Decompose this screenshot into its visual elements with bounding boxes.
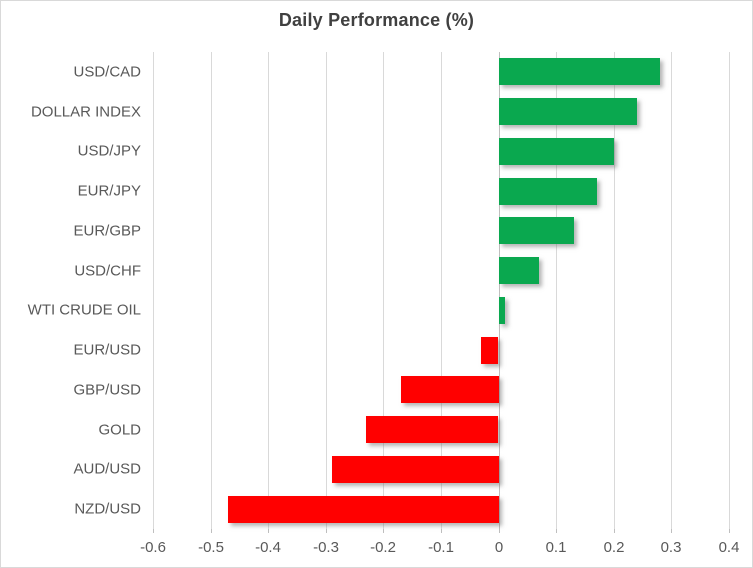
x-tick-label: 0.2	[603, 539, 625, 556]
x-tick-label: -0.5	[198, 539, 224, 556]
x-tick-label: -0.4	[255, 539, 281, 556]
bar-gold	[366, 416, 498, 443]
bar-eur-usd	[481, 337, 498, 364]
category-label: EUR/USD	[73, 341, 141, 359]
bar-eur-gbp	[499, 217, 574, 244]
chart-title: Daily Performance (%)	[278, 10, 475, 30]
x-axis-tick-mark	[441, 529, 442, 533]
x-axis-tick-mark	[729, 529, 730, 533]
category-label: USD/JPY	[77, 142, 141, 160]
bar-usd-jpy	[499, 138, 614, 165]
zero-axis-line	[499, 52, 500, 529]
category-label: WTI CRUDE OIL	[27, 301, 141, 319]
x-axis-tick-mark	[671, 529, 672, 533]
x-axis-tick-mark	[268, 529, 269, 533]
gridline	[671, 52, 672, 529]
x-tick-label: -0.3	[313, 539, 339, 556]
x-axis-tick-mark	[153, 529, 154, 533]
category-label: GBP/USD	[73, 381, 141, 399]
gridline	[326, 52, 327, 529]
x-axis-tick-mark	[499, 529, 500, 533]
gridline	[153, 52, 154, 529]
bar-aud-usd	[332, 456, 499, 483]
x-axis-tick-mark	[556, 529, 557, 533]
x-tick-label: -0.6	[140, 539, 166, 556]
x-tick-label: 0.3	[660, 539, 682, 556]
x-axis-tick-mark	[383, 529, 384, 533]
gridline	[211, 52, 212, 529]
bar-dollar-index	[499, 98, 637, 125]
category-label: USD/CAD	[73, 63, 141, 81]
category-label: AUD/USD	[73, 460, 141, 478]
gridline	[556, 52, 557, 529]
gridline	[441, 52, 442, 529]
gridline	[383, 52, 384, 529]
gridline	[268, 52, 269, 529]
category-label: EUR/JPY	[77, 182, 141, 200]
x-axis-tick-mark	[211, 529, 212, 533]
gridline	[614, 52, 615, 529]
bar-nzd-usd	[228, 496, 499, 523]
x-tick-label: -0.2	[370, 539, 396, 556]
x-axis-tick-mark	[326, 529, 327, 533]
bar-eur-jpy	[499, 178, 597, 205]
bar-gbp-usd	[401, 376, 499, 403]
x-axis-tick-mark	[614, 529, 615, 533]
category-label: EUR/GBP	[73, 222, 141, 240]
x-tick-label: 0.1	[545, 539, 567, 556]
gridline	[729, 52, 730, 529]
category-label: USD/CHF	[74, 262, 141, 280]
category-label: GOLD	[98, 421, 141, 439]
bar-usd-chf	[499, 257, 539, 284]
x-tick-label: 0.4	[718, 539, 740, 556]
bar-usd-cad	[499, 58, 660, 85]
x-tick-label: 0	[494, 539, 504, 556]
category-label: DOLLAR INDEX	[30, 103, 141, 121]
bar-wti-crude-oil	[499, 297, 505, 324]
x-tick-label: -0.1	[428, 539, 454, 556]
category-label: NZD/USD	[74, 500, 141, 518]
